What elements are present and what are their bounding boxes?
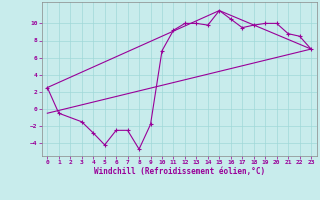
X-axis label: Windchill (Refroidissement éolien,°C): Windchill (Refroidissement éolien,°C) xyxy=(94,167,265,176)
